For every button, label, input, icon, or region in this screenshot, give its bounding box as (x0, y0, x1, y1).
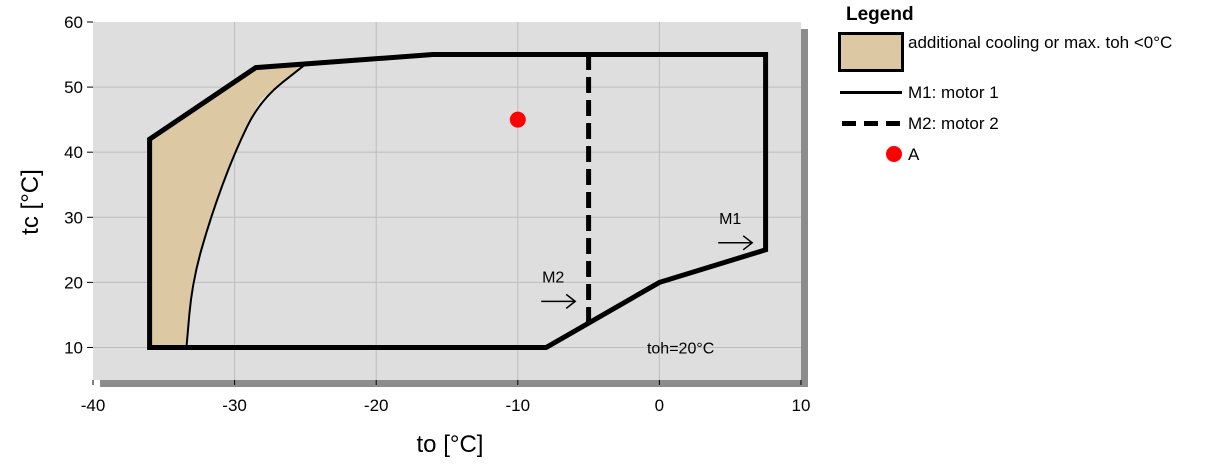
legend-label-region: additional cooling or max. toh <0°C (908, 33, 1173, 52)
x-tick-label: -40 (81, 396, 106, 415)
x-axis-title: to [°C] (417, 431, 484, 458)
x-tick-label: -20 (364, 396, 389, 415)
y-tick-label: 40 (64, 143, 83, 162)
annotation-arrow-head (565, 293, 577, 309)
axis-ticks (87, 21, 802, 385)
legend-swatch-solid-line (838, 82, 904, 102)
region-additional-cooling (149, 64, 306, 348)
legend: Legend additional cooling or max. toh <0… (838, 4, 1223, 176)
legend-swatch-point (810, 144, 904, 166)
y-tick-label: 60 (64, 13, 83, 32)
legend-item-m2: M2: motor 2 (838, 113, 1223, 134)
legend-item-a: A (810, 144, 1223, 166)
y-tick-label: 30 (64, 208, 83, 227)
legend-item-region: additional cooling or max. toh <0°C (838, 32, 1223, 72)
y-tick-label: 50 (64, 78, 83, 97)
annotations: M1 M2 toh=20°C (541, 211, 754, 357)
annotation-label: M2 (542, 269, 564, 286)
legend-label-m2: M2: motor 2 (908, 114, 999, 133)
y-tick-label: 10 (64, 338, 83, 357)
x-tick-label: -10 (506, 396, 531, 415)
legend-label-a: A (908, 145, 920, 164)
legend-swatch-region (838, 32, 904, 72)
legend-swatch-dashed-line (838, 113, 904, 133)
series-m1-envelope (147, 52, 769, 350)
chart: M1 M2 toh=20°C -40 -30 -20 -10 0 10 10 20 30 40 50 60… (17, 13, 810, 458)
annotation-label: toh=20°C (647, 340, 714, 357)
point-a (509, 111, 526, 128)
legend-item-m1: M1: motor 1 (838, 82, 1223, 103)
x-tick-label: 10 (792, 396, 811, 415)
annotation-arrow-head (742, 235, 754, 251)
x-tick-label: 0 (655, 396, 664, 415)
y-axis-title: tc [°C] (17, 169, 44, 235)
y-tick-label: 20 (64, 273, 83, 292)
legend-title: Legend (846, 4, 914, 25)
x-tick-label: -30 (222, 396, 247, 415)
region-boundary-curve (185, 63, 307, 348)
legend-label-m1: M1: motor 1 (908, 83, 999, 102)
tick-labels: -40 -30 -20 -10 0 10 10 20 30 40 50 60 (64, 13, 810, 415)
annotation-label: M1 (719, 211, 741, 228)
